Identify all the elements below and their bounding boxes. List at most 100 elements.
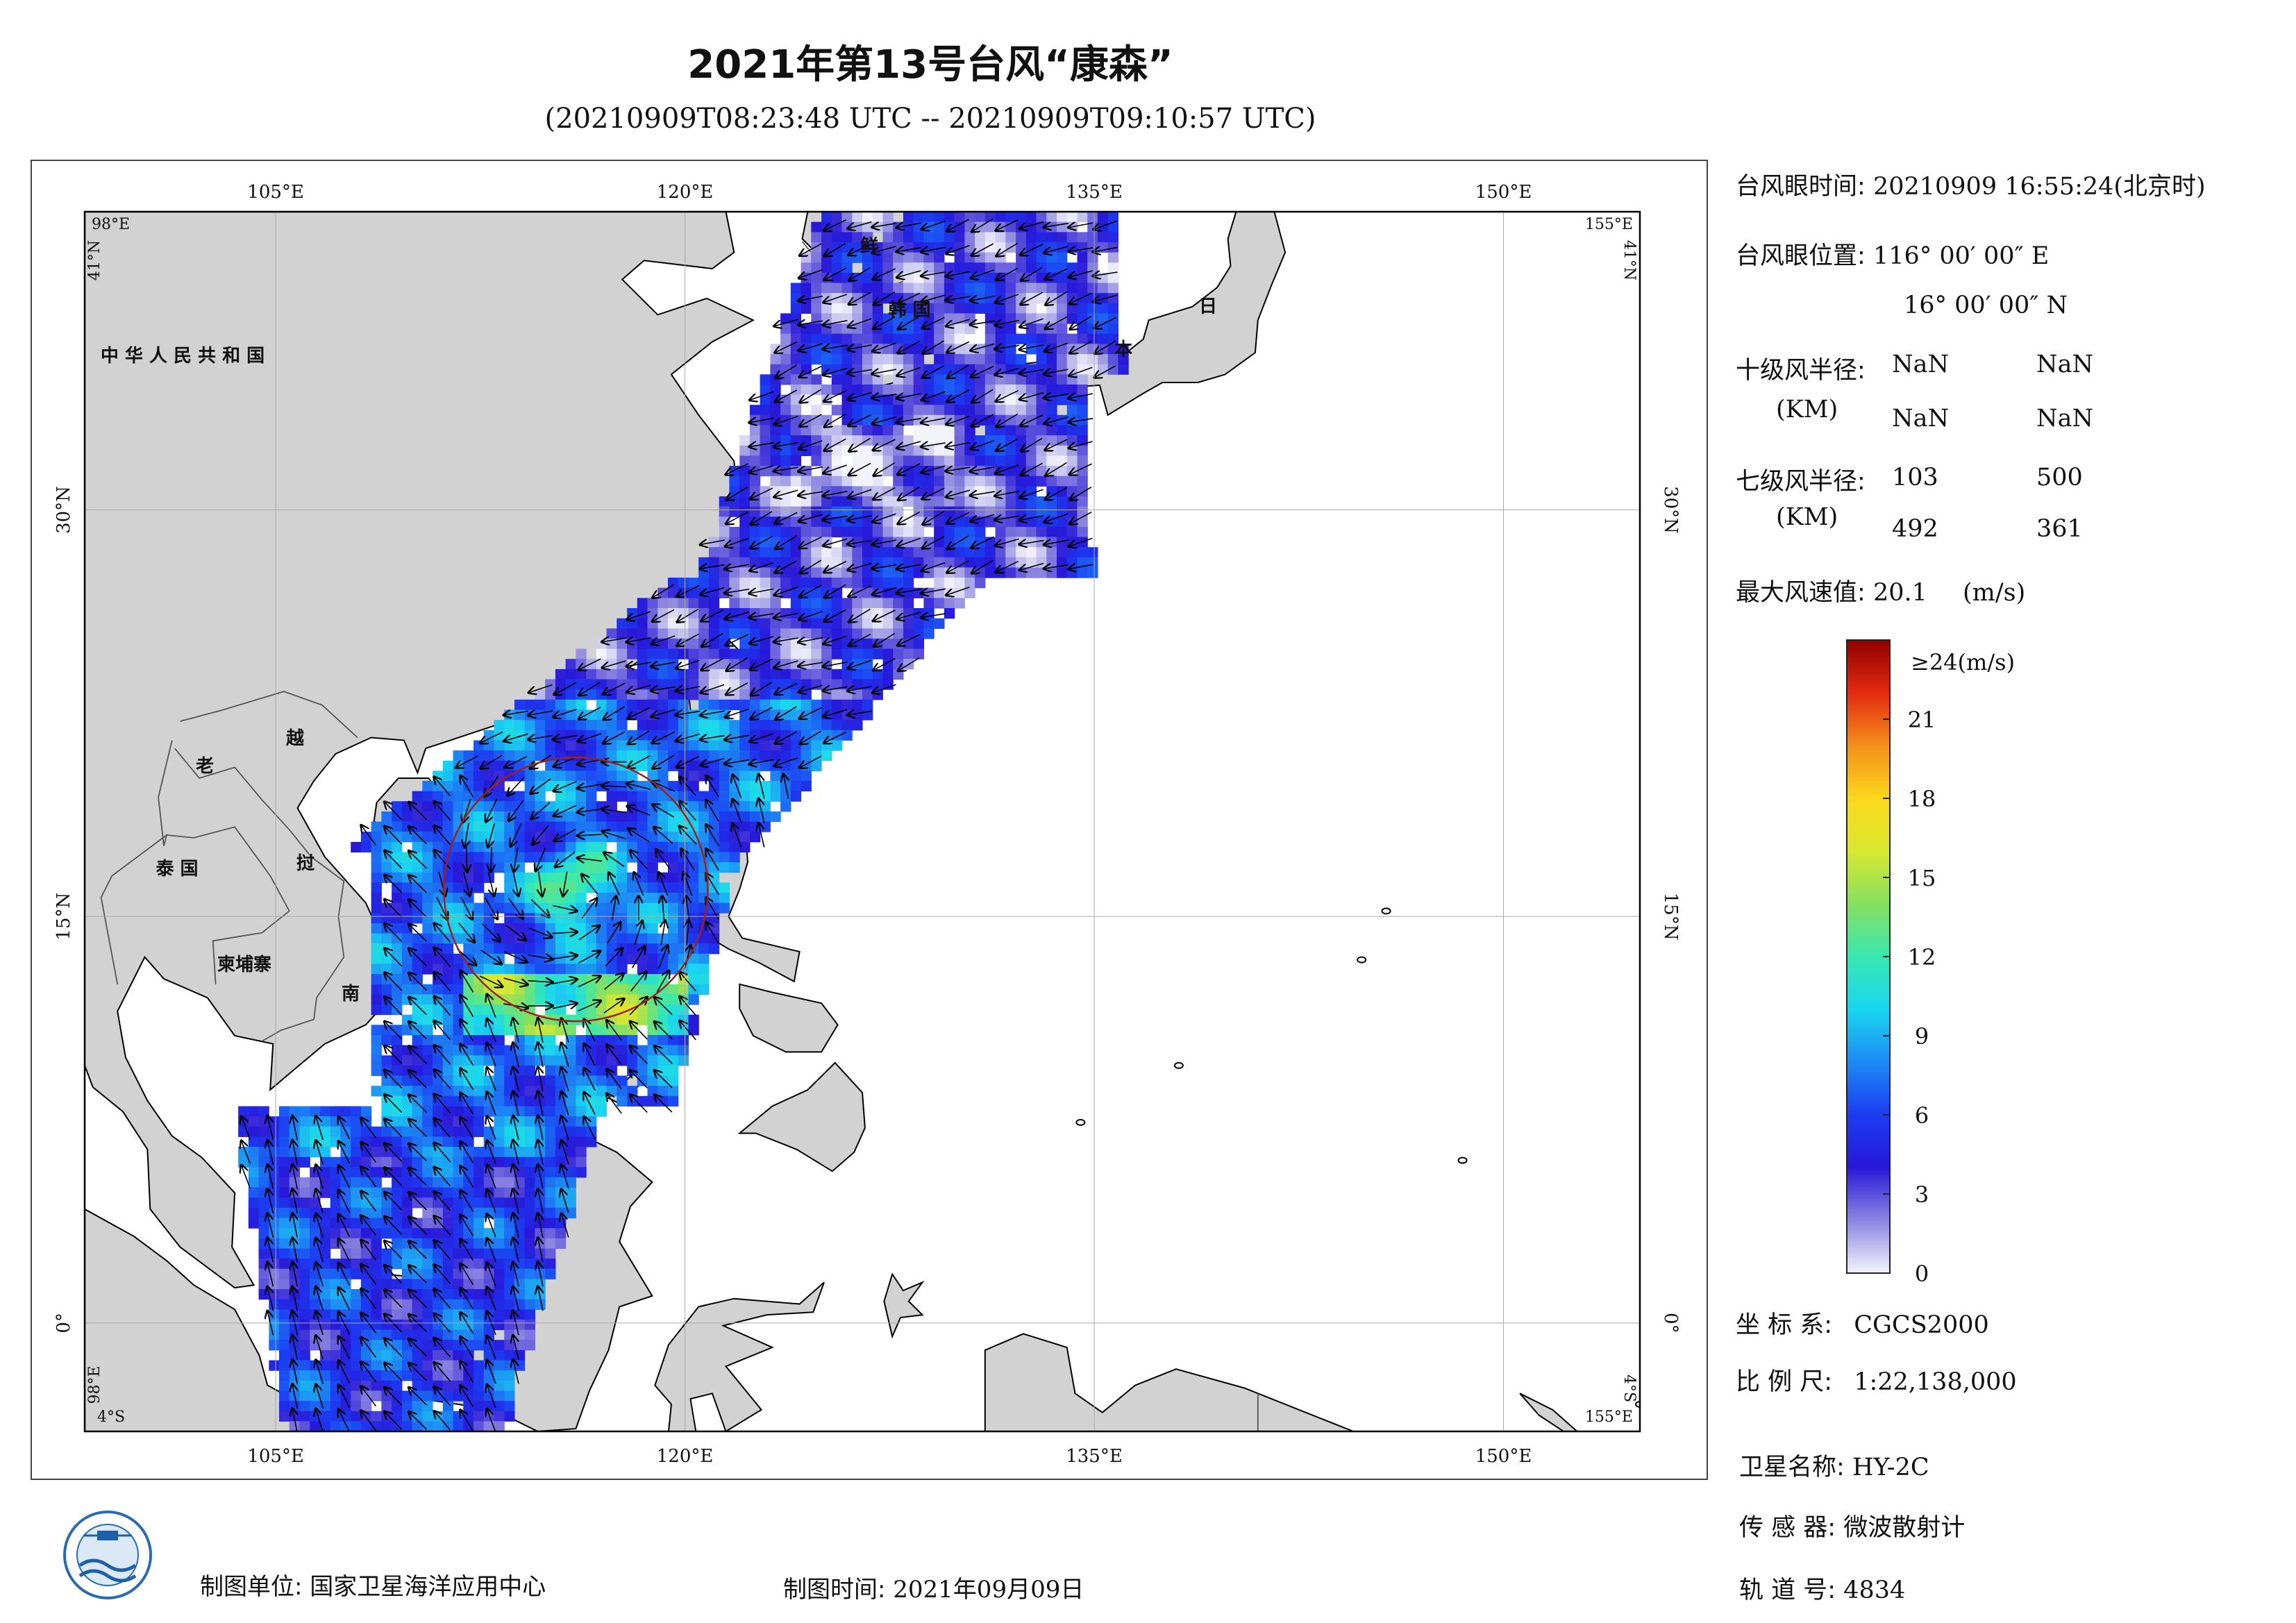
wind-swath-cell bbox=[565, 1136, 576, 1147]
wind-swath-cell bbox=[299, 1349, 310, 1361]
wind-swath-cell bbox=[381, 1004, 392, 1016]
wind-swath-cell bbox=[524, 1279, 535, 1290]
wind-swath-cell bbox=[596, 730, 607, 741]
wind-swath-cell bbox=[483, 933, 494, 944]
wind-swath-cell bbox=[627, 791, 638, 802]
wind-swath-cell bbox=[1097, 232, 1109, 243]
wind-swath-cell bbox=[514, 1147, 526, 1158]
wind-swath-cell bbox=[514, 1228, 526, 1239]
wind-swath-cell bbox=[319, 1177, 331, 1188]
wind-swath-cell bbox=[882, 262, 894, 274]
wind-swath-cell bbox=[442, 1035, 454, 1046]
wind-swath-cell bbox=[647, 882, 658, 893]
wind-swath-cell bbox=[474, 1340, 485, 1351]
wind-arrow bbox=[848, 489, 872, 498]
wind-swath-cell bbox=[1036, 283, 1047, 294]
wind-swath-cell bbox=[412, 1279, 423, 1290]
wind-swath-cell bbox=[565, 1167, 576, 1178]
wind-swath-cell bbox=[739, 841, 751, 852]
wind-swath-cell bbox=[565, 841, 576, 852]
wind-swath-cell bbox=[248, 1116, 260, 1127]
wind-swath-cell bbox=[371, 1299, 382, 1310]
wind-swath-cell bbox=[238, 1157, 249, 1168]
wind-swath-cell bbox=[371, 1238, 382, 1249]
wind-swath-cell bbox=[433, 1106, 444, 1117]
wind-swath-cell bbox=[310, 1370, 321, 1381]
wind-swath-cell bbox=[524, 750, 535, 762]
wind-swath-cell bbox=[422, 1116, 433, 1127]
wind-swath-cell bbox=[944, 272, 955, 284]
wind-swath-cell bbox=[535, 750, 546, 762]
wind-swath-cell bbox=[422, 882, 433, 893]
wind-swath-cell bbox=[433, 1248, 444, 1259]
wind-swath-cell bbox=[637, 841, 648, 852]
wind-swath-cell bbox=[330, 1218, 341, 1229]
wind-swath-cell bbox=[392, 1106, 403, 1117]
r7-value-se: 500 bbox=[2036, 464, 2083, 491]
wind-swath-cell bbox=[535, 811, 546, 823]
wind-swath-cell bbox=[617, 984, 628, 995]
wind-arrow bbox=[1020, 489, 1044, 498]
wind-swath-cell bbox=[545, 1086, 556, 1097]
wind-swath-cell bbox=[299, 1421, 310, 1431]
wind-swath-cell bbox=[841, 598, 853, 609]
wind-swath-cell bbox=[494, 1045, 505, 1056]
wind-swath-cell bbox=[1016, 354, 1027, 365]
wind-arrow bbox=[847, 516, 872, 521]
wind-swath-cell bbox=[494, 1065, 505, 1077]
wind-swath-cell bbox=[412, 1055, 423, 1066]
wind-swath-cell bbox=[688, 801, 699, 812]
wind-swath-cell bbox=[913, 252, 924, 263]
wind-swath-cell bbox=[412, 1157, 423, 1168]
wind-swath-cell bbox=[678, 974, 689, 985]
wind-swath-cell bbox=[678, 628, 689, 639]
wind-swath-cell bbox=[392, 1045, 403, 1056]
wind-swath-cell bbox=[514, 720, 526, 731]
wind-swath-cell bbox=[474, 1268, 485, 1279]
wind-swath-cell bbox=[647, 668, 658, 680]
wind-swath-cell bbox=[770, 506, 781, 517]
wind-swath-cell bbox=[882, 354, 894, 365]
wind-swath-cell bbox=[371, 964, 382, 975]
wind-swath-cell bbox=[739, 486, 751, 497]
wind-swath-cell bbox=[647, 1045, 658, 1056]
wind-swath-cell bbox=[801, 730, 812, 741]
wind-swath-cell bbox=[453, 984, 464, 995]
wind-swath-cell bbox=[770, 720, 781, 731]
wind-swath-cell bbox=[319, 1259, 331, 1270]
wind-swath-cell bbox=[760, 730, 771, 741]
wind-swath-cell bbox=[862, 567, 873, 578]
place-label: 南 bbox=[342, 984, 360, 1004]
wind-swath-cell bbox=[351, 1116, 362, 1127]
wind-swath-cell bbox=[627, 953, 638, 964]
wind-swath-cell bbox=[555, 821, 567, 832]
wind-swath-cell bbox=[790, 720, 802, 731]
wind-swath-cell bbox=[1025, 262, 1037, 274]
wind-swath-cell bbox=[872, 333, 883, 344]
wind-swath-cell bbox=[934, 344, 945, 355]
wind-arrow bbox=[996, 438, 1019, 451]
wind-swath-cell bbox=[760, 578, 771, 589]
wind-swath-cell bbox=[790, 689, 802, 700]
max-wind-row: 最大风速值: 20.1 (m/s) bbox=[1736, 573, 2025, 608]
wind-swath-cell bbox=[576, 902, 587, 914]
wind-swath-cell bbox=[913, 455, 924, 466]
wind-swath-cell bbox=[1077, 354, 1088, 365]
wind-arrow bbox=[995, 345, 1020, 349]
wind-swath-cell bbox=[780, 801, 791, 812]
wind-swath-cell bbox=[637, 882, 648, 893]
wind-swath-cell bbox=[1057, 394, 1068, 405]
wind-swath-cell bbox=[668, 943, 679, 955]
wind-swath-cell bbox=[555, 852, 567, 863]
wind-swath-cell bbox=[555, 1228, 567, 1239]
wind-swath-cell bbox=[504, 1401, 515, 1412]
wind-swath-cell bbox=[647, 679, 658, 690]
wind-swath-cell bbox=[289, 1309, 300, 1320]
wind-swath-cell bbox=[596, 638, 607, 650]
r10-value-ne: NaN bbox=[1892, 351, 1950, 378]
wind-swath-cell bbox=[913, 516, 924, 528]
wind-swath-cell bbox=[258, 1126, 269, 1137]
wind-swath-cell bbox=[422, 1309, 433, 1320]
wind-swath-cell bbox=[351, 1157, 362, 1168]
wind-swath-cell bbox=[433, 862, 444, 873]
